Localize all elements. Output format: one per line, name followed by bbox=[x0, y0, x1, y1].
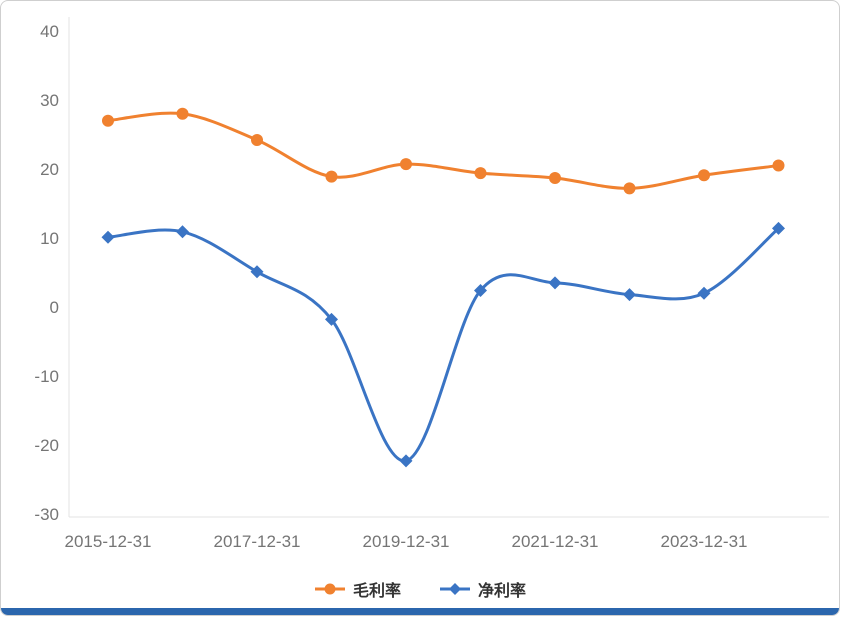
legend-item-net-margin[interactable]: 净利率 bbox=[439, 577, 526, 601]
data-point-diamond[interactable] bbox=[101, 230, 115, 244]
x-tick-label: 2023-12-31 bbox=[661, 532, 748, 551]
x-tick-label: 2019-12-31 bbox=[363, 532, 450, 551]
legend-circle-glyph bbox=[314, 583, 345, 595]
legend-item-gross-margin[interactable]: 毛利率 bbox=[314, 577, 401, 601]
data-point-circle[interactable] bbox=[251, 134, 263, 147]
data-point-circle[interactable] bbox=[325, 170, 338, 183]
legend-label-net-margin: 净利率 bbox=[478, 583, 527, 600]
legend-marker-circle-icon bbox=[314, 582, 346, 596]
series-line-diamond bbox=[106, 226, 780, 463]
series-line-circle bbox=[106, 111, 780, 190]
data-point-diamond[interactable] bbox=[623, 288, 636, 302]
data-point-circle[interactable] bbox=[698, 169, 710, 182]
data-point-circle[interactable] bbox=[102, 114, 114, 127]
bottom-bar bbox=[1, 608, 839, 615]
data-point-circle[interactable] bbox=[400, 158, 412, 171]
data-point-circle[interactable] bbox=[623, 182, 636, 195]
y-tick-label: -20 bbox=[34, 436, 59, 455]
y-tick-label: 20 bbox=[40, 160, 59, 179]
y-tick-label: 10 bbox=[40, 229, 59, 248]
data-point-diamond[interactable] bbox=[548, 276, 562, 290]
data-point-diamond[interactable] bbox=[772, 221, 785, 235]
y-tick-label: 40 bbox=[40, 22, 59, 41]
data-point-diamond[interactable] bbox=[697, 286, 711, 300]
legend-marker-diamond-icon bbox=[439, 582, 471, 596]
y-tick-label: -10 bbox=[34, 367, 59, 386]
x-tick-label: 2017-12-31 bbox=[214, 532, 301, 551]
data-point-circle[interactable] bbox=[474, 167, 487, 180]
data-point-circle[interactable] bbox=[772, 159, 785, 172]
data-point-diamond[interactable] bbox=[399, 454, 413, 468]
data-point-circle[interactable] bbox=[549, 171, 561, 184]
data-point-circle[interactable] bbox=[176, 107, 189, 120]
data-point-diamond[interactable] bbox=[474, 283, 487, 297]
y-tick-label: 30 bbox=[40, 91, 59, 110]
data-point-diamond[interactable] bbox=[325, 312, 338, 326]
legend: 毛利率 净利率 bbox=[1, 577, 839, 601]
legend-circle bbox=[324, 583, 336, 595]
data-point-diamond[interactable] bbox=[250, 265, 264, 279]
legend-label-gross-margin: 毛利率 bbox=[352, 583, 401, 600]
legend-diamond-glyph bbox=[440, 583, 470, 595]
data-point-diamond[interactable] bbox=[176, 225, 189, 239]
y-tick-label: 0 bbox=[50, 298, 59, 317]
chart-svg: 40 30 20 10 0 -10 -20 -30 2015-12-31 2017-12-31 20… bbox=[34, 17, 829, 551]
x-tick-label: 2015-12-31 bbox=[65, 532, 152, 551]
legend-diamond bbox=[449, 583, 461, 595]
x-tick-label: 2021-12-31 bbox=[512, 532, 599, 551]
y-tick-label: -30 bbox=[34, 505, 59, 524]
